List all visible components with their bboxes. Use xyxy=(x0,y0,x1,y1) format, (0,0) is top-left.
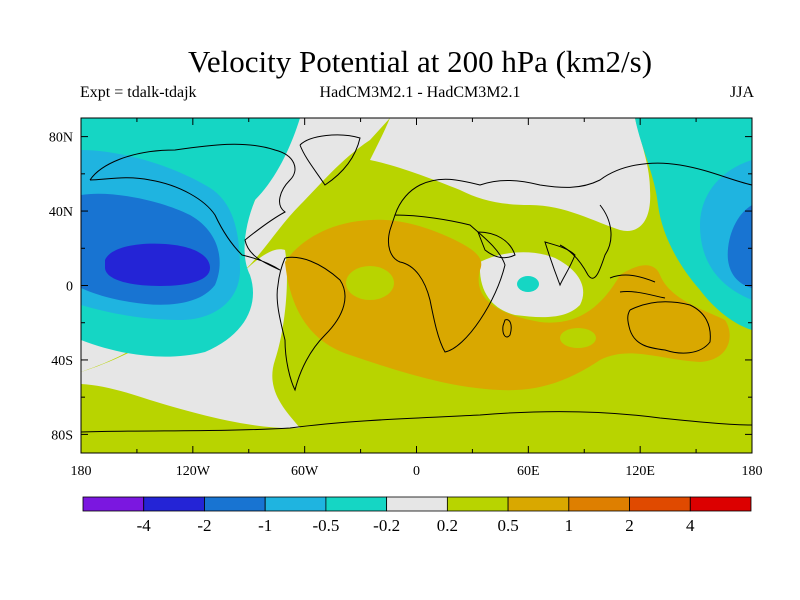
coastline-africa xyxy=(387,214,506,353)
contour-neg-1-east xyxy=(727,205,752,288)
colorbar-swatch xyxy=(325,496,388,512)
experiment-label: Expt = tdalk-tdajk xyxy=(80,84,197,101)
lat-tick-label: 40S xyxy=(51,354,73,369)
contour-neg-0.2-indian xyxy=(517,276,539,292)
lon-tick-label: 120E xyxy=(625,464,655,479)
colorbar-swatch xyxy=(629,496,691,512)
colorbar-swatch xyxy=(82,496,145,512)
colorbar-label: -2 xyxy=(197,516,211,535)
lon-tick-label: 180 xyxy=(742,464,763,479)
model-comparison-label: HadCM3M2.1 - HadCM3M2.1 xyxy=(319,84,521,101)
season-label: JJA xyxy=(729,84,754,101)
axis-ticks xyxy=(80,118,753,453)
colorbar-swatch xyxy=(264,496,327,512)
colorbar-swatch xyxy=(204,496,266,512)
coastline-madagascar xyxy=(502,319,512,338)
lon-tick-label: 180 xyxy=(71,464,92,479)
colorbar-label: 1 xyxy=(565,516,574,535)
coastline-india xyxy=(544,241,576,287)
colorbar-swatch xyxy=(446,496,509,512)
coastlines xyxy=(81,134,752,433)
coastline-australia xyxy=(627,301,711,354)
lon-tick-label: 60W xyxy=(291,464,319,479)
colorbar-label: -0.2 xyxy=(373,516,400,535)
colorbar-label: -4 xyxy=(137,516,152,535)
colorbar-label: 0.2 xyxy=(437,516,458,535)
colorbar-swatch xyxy=(568,496,630,512)
lon-tick-label: 120W xyxy=(176,464,211,479)
lat-tick-label: 80S xyxy=(51,428,73,443)
coastline-north-america xyxy=(89,143,296,271)
contour-weak-positive-atlantic xyxy=(346,266,394,300)
colorbar-label: 0.5 xyxy=(497,516,518,535)
colorbar-swatch xyxy=(386,496,448,512)
colorbar-label: 2 xyxy=(625,516,634,535)
contour-near-zero-east-pacific xyxy=(81,118,390,372)
axis-labels: 180 120W 60W 0 60E 120E 180 80N 40N 0 40S 80S xyxy=(49,131,763,479)
colorbar-swatch xyxy=(689,496,752,512)
contour-weak-positive-south-indian xyxy=(560,328,596,348)
contour-field xyxy=(81,118,752,453)
contour-1-2-tropics xyxy=(285,219,730,391)
coastline-greenland xyxy=(299,134,361,186)
coastline-maritime-continent xyxy=(609,274,666,299)
coastline-antarctica xyxy=(81,411,752,433)
map-title: Velocity Potential at 200 hPa (km2/s) xyxy=(187,44,653,79)
colorbar-label: -1 xyxy=(258,516,272,535)
colorbar-label: -0.5 xyxy=(312,516,339,535)
lat-tick-label: 0 xyxy=(66,280,73,295)
colorbar: -4 -2 -1 -0.5 -0.2 0.2 0.5 1 2 4 xyxy=(82,496,752,535)
contour-neg-2-core xyxy=(105,243,210,286)
lon-tick-label: 60E xyxy=(517,464,540,479)
contour-near-zero-arctic xyxy=(370,118,651,231)
lat-tick-label: 80N xyxy=(49,131,73,146)
lat-tick-label: 40N xyxy=(49,205,73,220)
coastline-south-america xyxy=(276,256,346,392)
colorbar-swatch xyxy=(143,496,205,512)
colorbar-swatch xyxy=(507,496,570,512)
coastline-arabia xyxy=(477,231,516,259)
lon-tick-label: 0 xyxy=(413,464,420,479)
colorbar-label: 4 xyxy=(686,516,695,535)
